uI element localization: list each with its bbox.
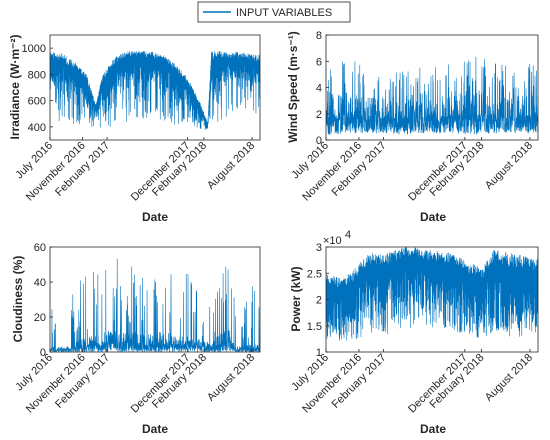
x-axis-label: Date: [142, 210, 168, 224]
y-axis-label: Cloudiness (%): [11, 256, 25, 343]
y-axis-label: Power (kW): [289, 266, 303, 331]
series-line: [326, 247, 538, 341]
legend-label: INPUT VARIABLES: [236, 7, 332, 19]
y-tick-label: 20: [34, 312, 46, 324]
y-tick-label: 1: [316, 347, 322, 359]
y-axis-label: Wind Speed (m·s⁻¹): [286, 31, 300, 143]
y-tick-label: 2: [316, 295, 322, 307]
x-tick-label: August 2018: [483, 140, 535, 192]
legend: INPUT VARIABLES: [197, 1, 351, 23]
x-tick-label: August 2018: [483, 352, 535, 404]
x-axis-label: Date: [420, 210, 446, 224]
series-line: [50, 51, 260, 130]
y-tick-label: 1000: [22, 43, 46, 55]
irradiance-panel: Irradiance (W·m⁻²) Date 4006008001000Jul…: [8, 34, 261, 224]
y-tick-label: 600: [28, 96, 46, 108]
y-tick-label: 2.5: [307, 268, 322, 280]
y-tick-label: 60: [34, 242, 46, 254]
y-tick-label: 4: [316, 83, 322, 95]
plot-frame: [49, 34, 261, 141]
y-multiplier: ×10 4: [323, 229, 351, 247]
x-axis-label: Date: [420, 422, 446, 436]
y-tick-label: 1.5: [307, 321, 322, 333]
y-tick-label: 40: [34, 277, 46, 289]
y-tick-label: 0: [40, 347, 46, 359]
y-multiplier-exponent: 4: [345, 229, 351, 241]
y-tick-label: 2: [316, 109, 322, 121]
y-tick-label: 800: [28, 69, 46, 81]
y-tick-label: 6: [316, 56, 322, 68]
legend-box: [197, 1, 351, 23]
x-tick-label: August 2018: [205, 140, 257, 192]
series-line: [326, 56, 538, 135]
y-tick-label: 3: [316, 242, 322, 254]
x-tick-label: August 2018: [205, 352, 257, 404]
y-axis-label: Irradiance (W·m⁻²): [8, 34, 22, 139]
y-multiplier-base: ×10: [323, 235, 342, 247]
y-tick-label: 400: [28, 122, 46, 134]
plot-frame: [49, 246, 261, 353]
series-line: [50, 258, 260, 352]
y-tick-label: 8: [316, 30, 322, 42]
y-tick-label: 0: [316, 135, 322, 147]
x-axis-label: Date: [142, 422, 168, 436]
